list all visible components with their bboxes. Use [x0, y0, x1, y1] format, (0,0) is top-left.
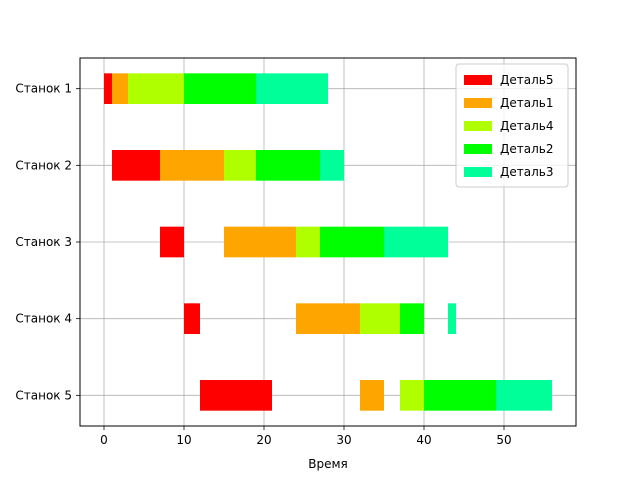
gantt-bar	[360, 380, 384, 411]
x-tick-label: 10	[176, 433, 191, 447]
gantt-bar	[496, 380, 552, 411]
gantt-bar	[224, 150, 256, 181]
legend-swatch	[464, 121, 492, 131]
legend-label: Деталь3	[500, 165, 553, 179]
x-tick-label: 30	[336, 433, 351, 447]
legend-box	[455, 63, 569, 188]
gantt-bar	[112, 73, 128, 104]
gantt-bar	[160, 226, 184, 258]
gantt-bar	[184, 73, 256, 104]
x-tick-label: 40	[416, 433, 431, 447]
gantt-bar	[256, 150, 320, 181]
legend-label: Деталь4	[500, 119, 553, 133]
gantt-bar	[448, 303, 456, 334]
gantt-bar	[400, 303, 424, 334]
legend-swatch	[464, 98, 492, 108]
y-tick-label: Станок 2	[15, 158, 72, 172]
gantt-bar	[200, 380, 272, 411]
gantt-bar	[112, 150, 160, 181]
gantt-bar	[256, 73, 328, 104]
y-tick-label: Станок 4	[15, 312, 72, 326]
x-axis-label: Время	[308, 457, 348, 471]
gantt-bar	[128, 73, 184, 104]
gantt-bar	[360, 303, 400, 334]
gantt-bar	[320, 150, 344, 181]
legend-label: Деталь2	[500, 142, 553, 156]
legend-label: Деталь5	[500, 73, 553, 87]
gantt-bar	[424, 380, 496, 411]
legend-swatch	[464, 144, 492, 154]
y-tick-label: Станок 3	[15, 235, 72, 249]
gantt-bar	[296, 303, 360, 334]
bars	[104, 73, 552, 411]
gantt-bar	[184, 303, 200, 334]
legend-label: Деталь1	[500, 96, 553, 110]
gantt-bar	[296, 226, 320, 258]
gantt-bar	[104, 73, 112, 104]
x-tick-label: 20	[256, 433, 271, 447]
gantt-bar	[320, 226, 384, 258]
y-axis: Станок 1 Станок 2 Станок 3 Станок 4 Станок 5	[15, 82, 80, 402]
legend-swatch	[464, 75, 492, 85]
gantt-bar	[400, 380, 424, 411]
x-tick-label: 0	[100, 433, 108, 447]
gantt-bar	[160, 150, 224, 181]
x-tick-label: 50	[496, 433, 511, 447]
y-tick-label: Станок 1	[15, 82, 72, 96]
gantt-bar	[224, 226, 296, 258]
gantt-bar	[384, 226, 448, 258]
x-axis: 0 10 20 30 40 50	[100, 426, 512, 447]
legend-swatch	[464, 167, 492, 177]
y-tick-label: Станок 5	[15, 388, 72, 402]
legend: Деталь5 Деталь1 Деталь4 Деталь2 Деталь3	[455, 63, 569, 188]
